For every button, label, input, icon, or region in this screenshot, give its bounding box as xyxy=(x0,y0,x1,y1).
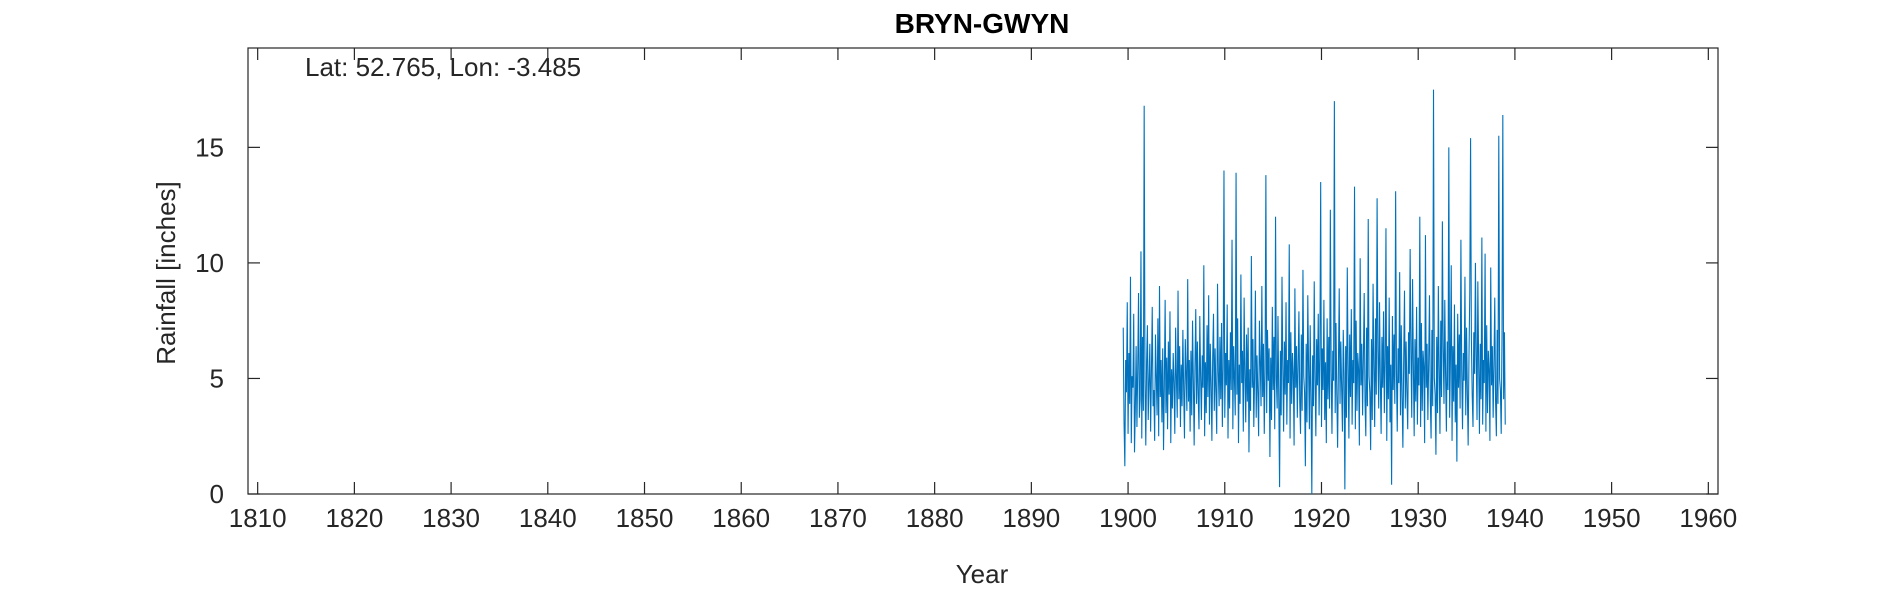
rainfall-series-line xyxy=(1122,89,1506,495)
axes: 1810 1820 1830 1840 1850 1860 1870 1880 1890 1900… xyxy=(195,47,1737,533)
x-tick-label: 1810 xyxy=(229,503,287,533)
x-tick-label: 1890 xyxy=(1002,503,1060,533)
x-tick-label: 1860 xyxy=(712,503,770,533)
x-tick-label: 1910 xyxy=(1196,503,1254,533)
x-axis-label: Year xyxy=(956,559,1009,589)
x-tick-label: 1850 xyxy=(616,503,674,533)
y-axis-label: Rainfall [inches] xyxy=(151,181,181,365)
y-tick-label: 10 xyxy=(195,248,224,278)
x-tick-label: 1960 xyxy=(1679,503,1737,533)
plot-box xyxy=(247,47,1719,495)
chart-title: BRYN-GWYN xyxy=(895,8,1070,39)
x-tick-label: 1870 xyxy=(809,503,867,533)
x-tick-label: 1820 xyxy=(325,503,383,533)
y-tick-label: 5 xyxy=(210,363,224,393)
x-tick-label: 1950 xyxy=(1583,503,1641,533)
x-tick-label: 1930 xyxy=(1389,503,1447,533)
x-tick-label: 1840 xyxy=(519,503,577,533)
y-tick-label: 15 xyxy=(195,132,224,162)
x-tick-label: 1880 xyxy=(906,503,964,533)
x-tick-label: 1830 xyxy=(422,503,480,533)
series-layer xyxy=(1122,89,1506,495)
y-tick-label: 0 xyxy=(210,479,224,509)
x-tick-label: 1900 xyxy=(1099,503,1157,533)
x-tick-label: 1940 xyxy=(1486,503,1544,533)
location-annotation: Lat: 52.765, Lon: -3.485 xyxy=(305,52,581,82)
x-tick-label: 1920 xyxy=(1293,503,1351,533)
